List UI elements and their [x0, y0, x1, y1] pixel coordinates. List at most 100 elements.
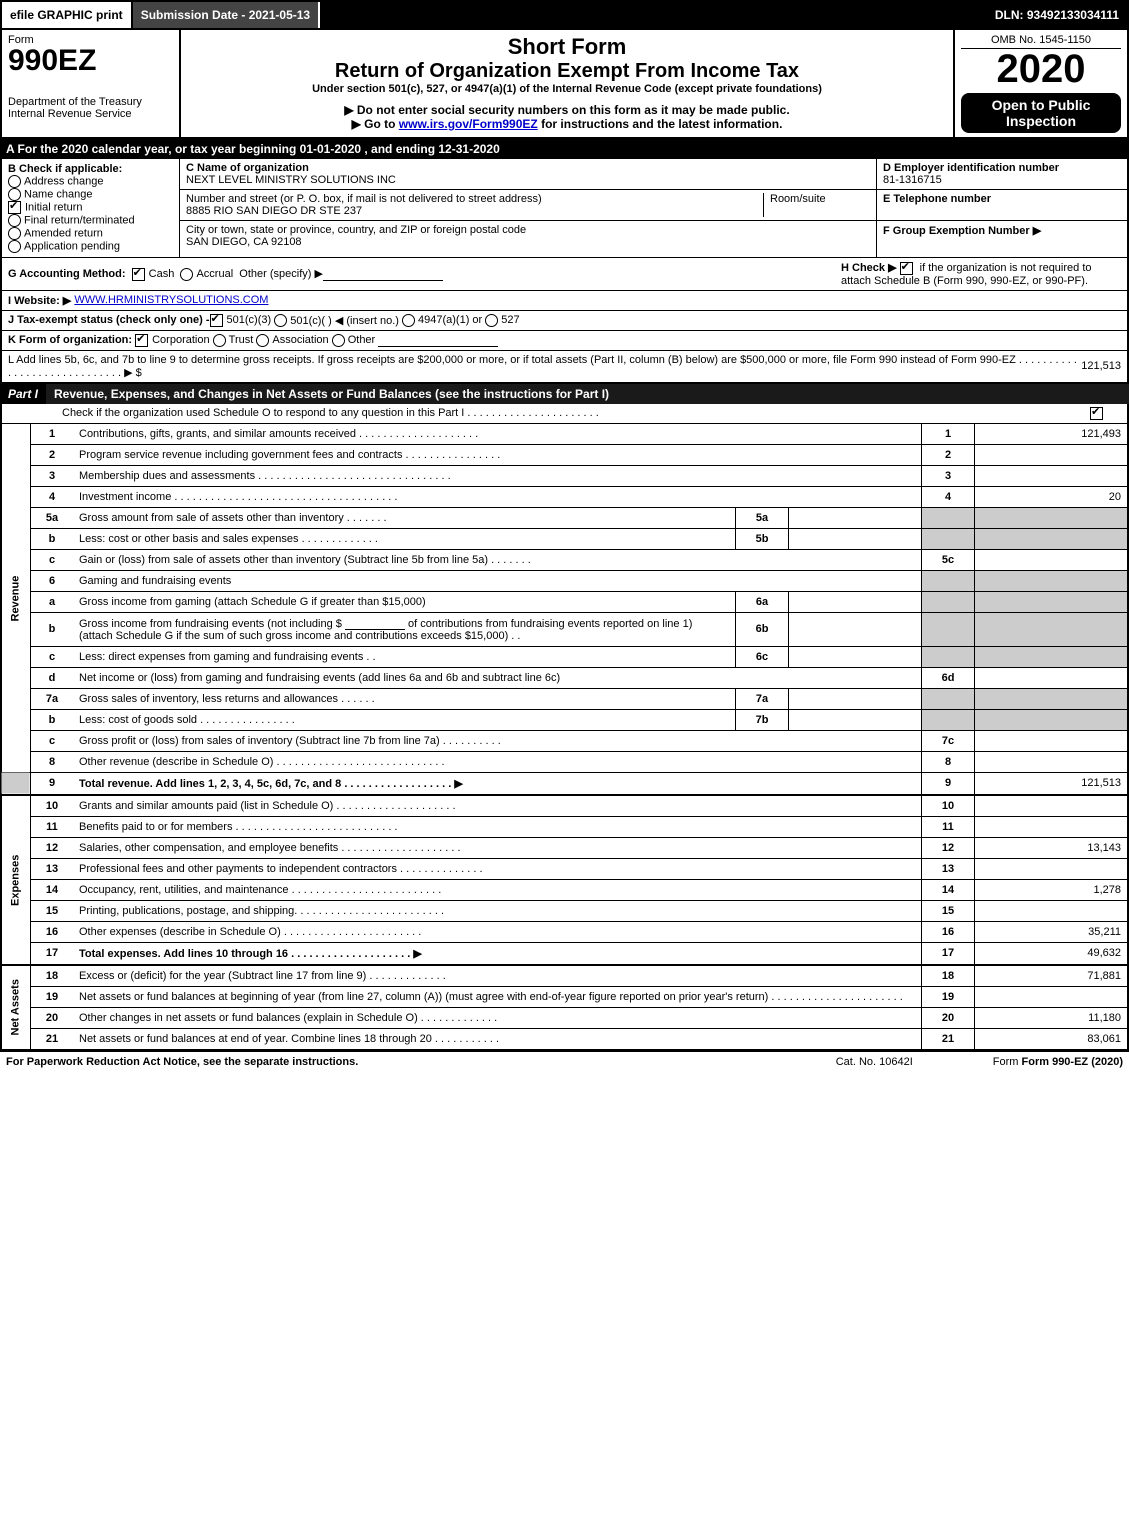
- table-row: 12 Salaries, other compensation, and emp…: [1, 837, 1128, 858]
- table-row: 19 Net assets or fund balances at beginn…: [1, 986, 1128, 1007]
- chk-pending[interactable]: Application pending: [8, 240, 173, 253]
- val-4: 20: [975, 486, 1129, 507]
- table-row: c Gross profit or (loss) from sales of i…: [1, 730, 1128, 751]
- chk-cash[interactable]: [132, 268, 145, 281]
- table-row: 13 Professional fees and other payments …: [1, 858, 1128, 879]
- table-row: 16 Other expenses (describe in Schedule …: [1, 921, 1128, 942]
- table-row: 9 Total revenue. Add lines 1, 2, 3, 4, 5…: [1, 772, 1128, 795]
- expenses-side-label: Expenses: [1, 795, 31, 965]
- city-label: City or town, state or province, country…: [186, 224, 526, 236]
- section-c: C Name of organization NEXT LEVEL MINIST…: [180, 159, 877, 257]
- submission-date: Submission Date - 2021-05-13: [133, 2, 320, 28]
- group-row: F Group Exemption Number ▶: [877, 221, 1127, 240]
- short-form-title: Short Form: [187, 34, 947, 60]
- part1-check-row: Check if the organization used Schedule …: [0, 404, 1129, 424]
- header-left: Form 990EZ Department of the Treasury In…: [2, 30, 181, 137]
- cat-number: Cat. No. 10642I: [836, 1056, 913, 1068]
- org-name-label: C Name of organization: [186, 162, 396, 174]
- table-row: d Net income or (loss) from gaming and f…: [1, 667, 1128, 688]
- val-9: 121,513: [975, 772, 1129, 795]
- row-l: L Add lines 5b, 6c, and 7b to line 9 to …: [2, 351, 1127, 384]
- table-row: 21 Net assets or fund balances at end of…: [1, 1028, 1128, 1049]
- table-row: b Less: cost of goods sold . . . . . . .…: [1, 709, 1128, 730]
- row-g-h: G Accounting Method: Cash Accrual Other …: [2, 258, 1127, 291]
- efile-label[interactable]: efile GRAPHIC print: [2, 2, 133, 28]
- section-def: D Employer identification number 81-1316…: [877, 159, 1127, 257]
- street-label: Number and street (or P. O. box, if mail…: [186, 193, 763, 205]
- form-ref: Form Form 990-EZ (2020): [993, 1056, 1123, 1068]
- netassets-side-label: Net Assets: [1, 965, 31, 1050]
- val-21: 83,061: [975, 1028, 1129, 1049]
- chk-assoc[interactable]: [256, 334, 269, 347]
- room-label: Room/suite: [770, 193, 870, 205]
- table-row: 15 Printing, publications, postage, and …: [1, 900, 1128, 921]
- table-row: 6 Gaming and fundraising events: [1, 570, 1128, 591]
- no-ssn-warning: ▶ Do not enter social security numbers o…: [187, 103, 947, 117]
- chk-527[interactable]: [485, 314, 498, 327]
- chk-501c3[interactable]: [210, 314, 223, 327]
- table-row: 20 Other changes in net assets or fund b…: [1, 1007, 1128, 1028]
- part1-title: Revenue, Expenses, and Changes in Net As…: [46, 384, 1129, 404]
- table-row: 14 Occupancy, rent, utilities, and maint…: [1, 879, 1128, 900]
- chk-4947[interactable]: [402, 314, 415, 327]
- mid-section: G Accounting Method: Cash Accrual Other …: [0, 258, 1129, 384]
- table-row: b Less: cost or other basis and sales ex…: [1, 528, 1128, 549]
- header-center: Short Form Return of Organization Exempt…: [181, 30, 953, 137]
- revenue-table: Revenue 1 Contributions, gifts, grants, …: [0, 424, 1129, 1050]
- chk-other[interactable]: [332, 334, 345, 347]
- dln: DLN: 93492133034111: [987, 2, 1127, 28]
- chk-schedule-o[interactable]: [1090, 407, 1103, 420]
- section-b-title: B Check if applicable:: [8, 163, 173, 175]
- org-name: NEXT LEVEL MINISTRY SOLUTIONS INC: [186, 174, 396, 186]
- table-row: Revenue 1 Contributions, gifts, grants, …: [1, 424, 1128, 445]
- table-row: 2 Program service revenue including gove…: [1, 444, 1128, 465]
- form-number: 990EZ: [8, 46, 173, 76]
- chk-accrual[interactable]: [180, 268, 193, 281]
- ein-row: D Employer identification number 81-1316…: [877, 159, 1127, 190]
- table-row: 5a Gross amount from sale of assets othe…: [1, 507, 1128, 528]
- chk-final[interactable]: Final return/terminated: [8, 214, 173, 227]
- row-i: I Website: ▶ WWW.HRMINISTRYSOLUTIONS.COM: [2, 291, 1127, 311]
- table-row: Net Assets 18 Excess or (deficit) for th…: [1, 965, 1128, 987]
- table-row: c Less: direct expenses from gaming and …: [1, 646, 1128, 667]
- row-k: K Form of organization: Corporation Trus…: [2, 331, 1127, 351]
- chk-name[interactable]: Name change: [8, 188, 173, 201]
- street-row: Number and street (or P. O. box, if mail…: [180, 190, 876, 221]
- chk-501c[interactable]: [274, 314, 287, 327]
- chk-trust[interactable]: [213, 334, 226, 347]
- department: Department of the Treasury Internal Reve…: [8, 96, 173, 120]
- website-link[interactable]: WWW.HRMINISTRYSOLUTIONS.COM: [74, 294, 268, 306]
- table-row: c Gain or (loss) from sale of assets oth…: [1, 549, 1128, 570]
- ein-label: D Employer identification number: [883, 162, 1121, 174]
- header-right: OMB No. 1545-1150 2020 Open to Public In…: [953, 30, 1127, 137]
- val-17: 49,632: [975, 942, 1129, 965]
- city-row: City or town, state or province, country…: [180, 221, 876, 251]
- chk-corp[interactable]: [135, 334, 148, 347]
- chk-address[interactable]: Address change: [8, 175, 173, 188]
- chk-amended[interactable]: Amended return: [8, 227, 173, 240]
- table-row: 7a Gross sales of inventory, less return…: [1, 688, 1128, 709]
- irs-link[interactable]: www.irs.gov/Form990EZ: [399, 117, 538, 131]
- chk-h[interactable]: [900, 262, 913, 275]
- phone-row: E Telephone number: [877, 190, 1127, 221]
- table-row: a Gross income from gaming (attach Sched…: [1, 591, 1128, 612]
- chk-initial[interactable]: Initial return: [8, 201, 173, 214]
- info-grid: B Check if applicable: Address change Na…: [0, 159, 1129, 258]
- val-20: 11,180: [975, 1007, 1129, 1028]
- phone-label: E Telephone number: [883, 193, 1121, 205]
- return-title: Return of Organization Exempt From Incom…: [187, 60, 947, 83]
- table-row: 4 Investment income . . . . . . . . . . …: [1, 486, 1128, 507]
- paperwork-notice: For Paperwork Reduction Act Notice, see …: [6, 1056, 358, 1068]
- val-1: 121,493: [975, 424, 1129, 445]
- val-12: 13,143: [975, 837, 1129, 858]
- form-header: Form 990EZ Department of the Treasury In…: [0, 30, 1129, 139]
- accounting-method: G Accounting Method: Cash Accrual Other …: [8, 267, 443, 281]
- table-row: 17 Total expenses. Add lines 10 through …: [1, 942, 1128, 965]
- table-row: 8 Other revenue (describe in Schedule O)…: [1, 751, 1128, 772]
- table-row: 3 Membership dues and assessments . . . …: [1, 465, 1128, 486]
- footer: For Paperwork Reduction Act Notice, see …: [0, 1050, 1129, 1072]
- top-bar: efile GRAPHIC print Submission Date - 20…: [0, 0, 1129, 30]
- section-h: H Check ▶ if the organization is not req…: [841, 261, 1121, 287]
- org-name-row: C Name of organization NEXT LEVEL MINIST…: [180, 159, 876, 190]
- part1-header: Part I Revenue, Expenses, and Changes in…: [0, 384, 1129, 404]
